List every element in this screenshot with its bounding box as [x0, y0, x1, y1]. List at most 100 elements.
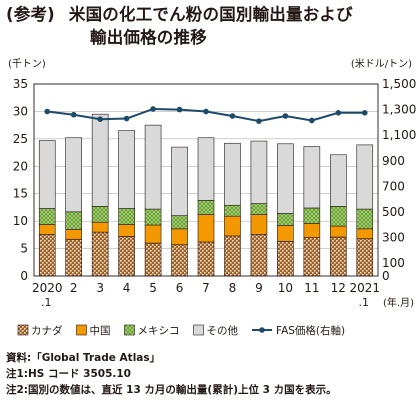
bar-segment-mexico [356, 208, 374, 230]
bar-segment-canada [144, 242, 162, 277]
bar-segment-others [171, 146, 188, 216]
legend-swatch-others [193, 324, 204, 336]
fas-price-point [309, 117, 315, 124]
right-axis-tick-label: 1,300 [382, 103, 416, 117]
x-axis-tick-label: 5 [149, 281, 157, 295]
bar-segment-others [303, 146, 321, 209]
legend-label-fas: FAS価格(右軸) [276, 324, 345, 337]
fas-price-point [282, 113, 289, 119]
fas-price-point [150, 106, 156, 112]
bar-segment-canada [224, 235, 241, 277]
x-axis-tick-sublabel: .1 [359, 296, 370, 309]
x-axis-tick-label: 6 [176, 281, 184, 295]
note-countries: 注2:国別の数値は、直近 13 カ月の輸出量(累計)上位 3 カ国を表示。 [6, 384, 337, 396]
left-axis-tick-label: 35 [13, 77, 28, 91]
bar-segment-china [250, 214, 268, 235]
fas-price-point [361, 110, 368, 116]
bar-segment-canada [91, 231, 109, 277]
bar-segment-canada [303, 237, 321, 277]
bar-segment-china [38, 224, 56, 235]
x-axis-tick-label: 11 [304, 281, 319, 295]
title-line-2: 輸出価格の推移 [90, 28, 207, 47]
fas-price-point [123, 115, 130, 122]
right-axis-tick-label: 500 [382, 205, 405, 219]
legend-label-canada: カナダ [31, 324, 63, 337]
left-axis-tick-label: 0 [20, 269, 28, 283]
legend-label-mexico: メキシコ [138, 325, 180, 337]
bar-segment-canada [118, 236, 135, 277]
fas-price-point [203, 108, 209, 115]
bar-segment-canada [171, 244, 188, 277]
bar-segment-china [224, 215, 241, 237]
right-axis-tick-label: 100 [382, 256, 405, 270]
bar-segment-mexico [224, 204, 241, 217]
bar-segment-mexico [303, 207, 321, 224]
bar-segment-others [91, 113, 109, 207]
x-axis-tick-label: 10 [278, 281, 293, 295]
bar-segment-mexico [277, 213, 294, 226]
right-axis-tick-label: 1,500 [382, 77, 416, 91]
title-line-1: (参考) 米国の化工でん粉の国別輸出量および [6, 3, 416, 26]
right-axis-unit: (米ドル/トン) [350, 59, 412, 70]
bar-segment-mexico [38, 208, 56, 225]
x-axis-tick-label: 2021 [349, 281, 380, 295]
bar-segment-canada [197, 241, 215, 277]
bar-segment-canada [65, 238, 82, 277]
right-axis-tick-label: 1,100 [382, 128, 416, 142]
note-source: 資料:「Global Trade Atlas」 [6, 352, 161, 364]
legend-label-others: その他 [207, 324, 239, 337]
left-axis-tick-label: 15 [13, 187, 28, 201]
bar-segment-others [356, 144, 374, 210]
title-main: 米国の化工でん粉の国別輸出量および [68, 5, 353, 24]
bar-segment-mexico [171, 215, 188, 230]
left-axis-tick-label: 10 [13, 214, 28, 228]
bar-segment-others [250, 140, 268, 204]
bar-segment-china [356, 228, 374, 239]
bar-segment-china [330, 225, 347, 238]
fas-price-point [176, 106, 183, 113]
bar-segment-canada [38, 234, 56, 277]
x-axis-tick-label: 4 [123, 281, 131, 295]
chart-notes: 資料:「Global Trade Atlas」 注1:HS コード 3505.1… [6, 350, 418, 398]
x-axis-tick-label: 7 [202, 281, 210, 295]
bar-segment-china [277, 225, 294, 242]
chart-title: (参考) 米国の化工でん粉の国別輸出量および 輸出価格の推移 [6, 3, 416, 49]
left-axis-tick-label: 20 [13, 159, 28, 173]
bar-segment-mexico [65, 211, 82, 230]
x-axis-unit: (年.月) [383, 296, 414, 309]
x-axis-tick-label: 8 [229, 281, 237, 295]
bar-segment-china [65, 229, 82, 240]
bar-segment-others [330, 154, 347, 207]
x-axis-tick-label: 2020 [32, 281, 63, 295]
bar-segment-others [224, 142, 241, 206]
x-axis-tick-label: 9 [255, 281, 263, 295]
bar-segment-others [38, 140, 56, 209]
bar-segment-china [91, 221, 109, 233]
left-axis-tick-label: 25 [13, 132, 28, 146]
legend-marker-fas [259, 327, 265, 333]
bar-segment-mexico [91, 206, 109, 223]
fas-price-point [229, 113, 236, 119]
bar-segment-mexico [330, 206, 347, 227]
right-axis-tick-label: 900 [382, 154, 405, 168]
legend-swatch-canada [17, 324, 29, 336]
bar-segment-others [197, 137, 215, 201]
fas-price-point [335, 110, 342, 116]
right-axis-tick-label: 0 [382, 269, 390, 283]
bar-segment-china [171, 228, 188, 246]
right-axis-tick-label: 700 [382, 179, 405, 193]
bar-segment-others [277, 143, 294, 214]
left-axis-tick-label: 5 [20, 242, 28, 256]
legend-label-china: 中国 [90, 324, 111, 337]
left-axis-unit: (千トン) [8, 59, 46, 70]
bar-segment-canada [277, 241, 294, 277]
fas-price-point [70, 111, 77, 118]
legend-swatch-mexico [124, 324, 135, 336]
bar-segment-canada [356, 238, 374, 277]
bar-segment-mexico [118, 208, 135, 225]
right-axis-tick-label: 300 [382, 231, 405, 245]
bar-segment-mexico [250, 203, 268, 215]
plot-frame [33, 83, 379, 277]
left-axis-tick-label: 30 [13, 104, 28, 118]
bar-segment-china [197, 214, 215, 243]
